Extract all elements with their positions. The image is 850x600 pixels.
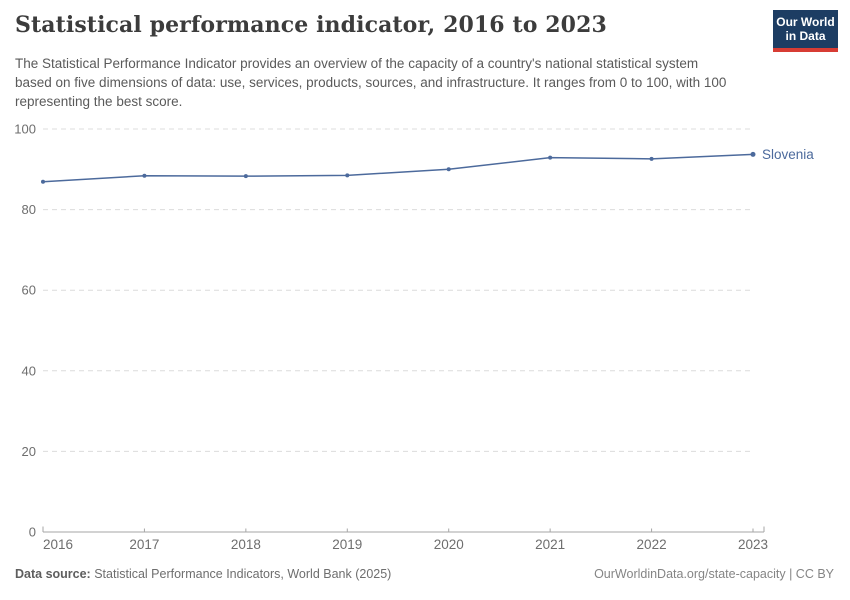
data-point[interactable] [345, 173, 350, 178]
chart-subtitle: The Statistical Performance Indicator pr… [15, 56, 727, 109]
data-point[interactable] [649, 156, 654, 161]
x-axis-tick-label: 2020 [434, 537, 464, 552]
series-end-label[interactable]: Slovenia [762, 147, 814, 162]
owid-logo[interactable]: Our World in Data [773, 10, 838, 52]
data-source-label: Data source: [15, 567, 91, 581]
chart-footer: Data source: Statistical Performance Ind… [15, 567, 834, 581]
y-axis-tick-label: 100 [14, 122, 36, 137]
x-axis-tick-label: 2023 [738, 537, 768, 552]
data-source-value: Statistical Performance Indicators, Worl… [94, 567, 392, 581]
y-axis-tick-label: 0 [29, 525, 36, 540]
owid-logo-line1: Our World [776, 14, 835, 29]
data-source: Data source: Statistical Performance Ind… [15, 567, 391, 581]
x-axis-tick-label: 2018 [231, 537, 261, 552]
y-axis-tick-label: 80 [22, 202, 36, 217]
y-axis-tick-label: 20 [22, 444, 36, 459]
data-point[interactable] [41, 179, 45, 184]
series-line-slovenia [42, 153, 754, 183]
owid-logo-line2: in Data [785, 29, 826, 43]
x-axis-tick-label: 2017 [129, 537, 159, 552]
x-axis-tick-label: 2022 [637, 537, 667, 552]
data-point[interactable] [142, 173, 147, 178]
data-point[interactable] [750, 151, 756, 157]
data-point[interactable] [548, 155, 553, 160]
x-axis-tick-label: 2016 [43, 537, 73, 552]
data-point[interactable] [243, 174, 248, 179]
page-title: Statistical performance indicator, 2016 … [15, 12, 607, 38]
data-point[interactable] [446, 167, 451, 172]
y-axis-tick-label: 40 [22, 363, 36, 378]
x-axis-tick-label: 2019 [332, 537, 362, 552]
x-axis-tick-label: 2021 [535, 537, 565, 552]
attribution: OurWorldinData.org/state-capacity | CC B… [594, 567, 834, 581]
y-axis-tick-label: 60 [22, 283, 36, 298]
line-chart[interactable]: 0 20 40 60 80 100 2016 2017 2018 2019 2020 2021 2022… [0, 118, 850, 563]
